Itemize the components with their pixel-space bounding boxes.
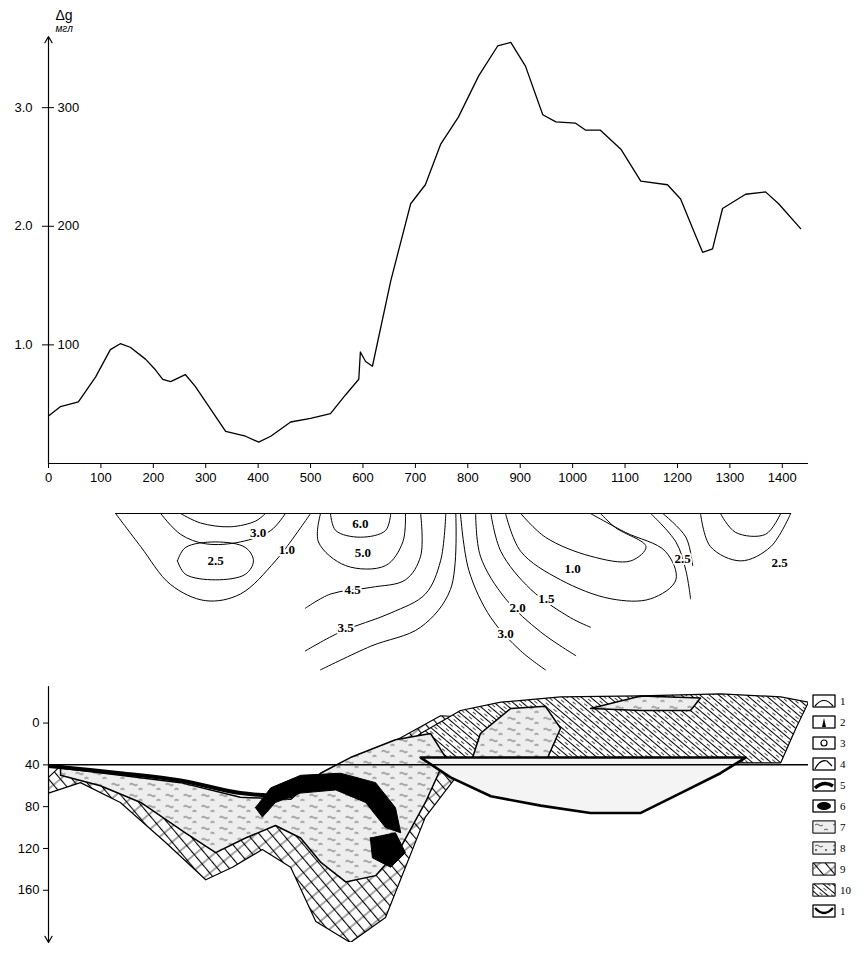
html-text:8: 8 — [840, 841, 846, 854]
html-text:5: 5 — [840, 778, 846, 791]
html-text:10: 10 — [840, 883, 851, 896]
svg-text:800: 800 — [457, 470, 479, 485]
svg-text:200: 200 — [58, 218, 80, 233]
html-text:1: 1 — [840, 694, 846, 707]
svg-text:300: 300 — [195, 470, 217, 485]
svg-text:160: 160 — [18, 882, 40, 897]
svg-text:120: 120 — [18, 841, 40, 856]
svg-text:2.5: 2.5 — [772, 555, 789, 570]
svg-text:мгл: мгл — [56, 23, 74, 34]
svg-text:0: 0 — [45, 470, 52, 485]
svg-text:3.0: 3.0 — [497, 626, 513, 641]
svg-text:1.5: 1.5 — [538, 591, 555, 606]
svg-text:3.0: 3.0 — [14, 100, 32, 115]
svg-text:900: 900 — [509, 470, 531, 485]
svg-text:200: 200 — [142, 470, 164, 485]
html-text:7: 7 — [840, 820, 846, 833]
svg-text:0: 0 — [32, 715, 39, 730]
svg-text:2.5: 2.5 — [208, 553, 225, 568]
html-text:4: 4 — [840, 757, 846, 770]
svg-text:1400: 1400 — [768, 470, 797, 485]
svg-text:600: 600 — [352, 470, 374, 485]
svg-text:5.0: 5.0 — [355, 545, 371, 560]
svg-text:2.0: 2.0 — [509, 600, 525, 615]
svg-text:100: 100 — [90, 470, 112, 485]
svg-text:100: 100 — [58, 337, 80, 352]
svg-text:Δg: Δg — [56, 7, 73, 23]
svg-text:1100: 1100 — [611, 470, 639, 485]
svg-text:3.5: 3.5 — [338, 620, 355, 635]
svg-text:3.0: 3.0 — [250, 525, 266, 540]
svg-text:4.5: 4.5 — [344, 582, 361, 597]
svg-text:1300: 1300 — [715, 470, 744, 485]
svg-text:2.5: 2.5 — [675, 551, 692, 566]
svg-text:300: 300 — [58, 100, 80, 115]
svg-text:2.0: 2.0 — [14, 218, 32, 233]
svg-text:1200: 1200 — [663, 470, 692, 485]
html-text:9: 9 — [840, 862, 846, 875]
svg-text:1000: 1000 — [558, 470, 587, 485]
svg-text:1.0: 1.0 — [14, 337, 32, 352]
svg-text:40: 40 — [25, 757, 39, 772]
svg-text:6.0: 6.0 — [352, 516, 368, 531]
svg-text:80: 80 — [25, 799, 39, 814]
html-text:6: 6 — [840, 799, 846, 812]
svg-text:700: 700 — [405, 470, 427, 485]
html-text:3: 3 — [840, 736, 846, 749]
html-text:1: 1 — [840, 904, 846, 917]
svg-text:400: 400 — [247, 470, 269, 485]
svg-text:1.0: 1.0 — [565, 561, 581, 576]
svg-text:1.0: 1.0 — [279, 542, 295, 557]
html-text:2: 2 — [840, 715, 846, 728]
svg-text:500: 500 — [300, 470, 322, 485]
